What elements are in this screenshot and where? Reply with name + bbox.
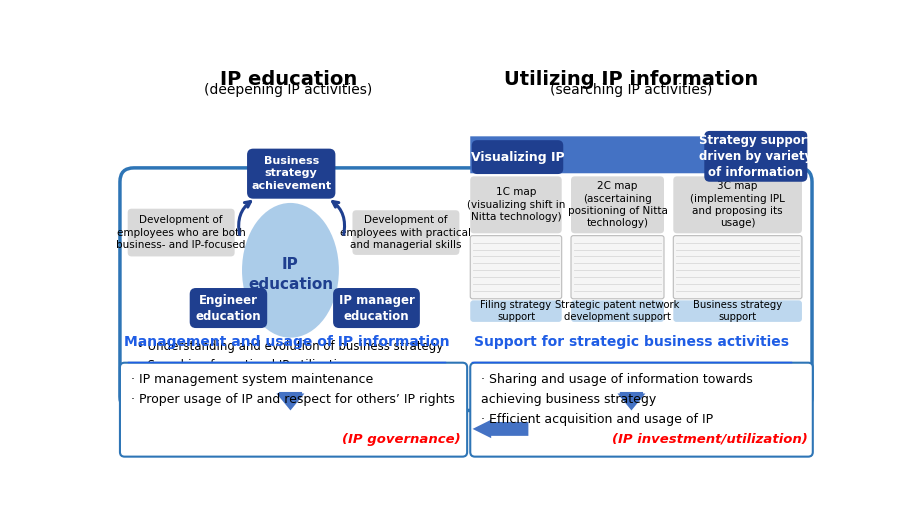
FancyBboxPatch shape	[704, 131, 807, 182]
Text: Development of
employees with practical
and managerial skills: Development of employees with practical …	[340, 215, 471, 250]
Text: Support for strategic business activities: Support for strategic business activitie…	[474, 335, 789, 349]
Text: 2C map
(ascertaining
positioning of Nitta
technology): 2C map (ascertaining positioning of Nitt…	[568, 181, 667, 228]
FancyBboxPatch shape	[333, 288, 420, 328]
Text: Management and usage of IP information: Management and usage of IP information	[124, 335, 450, 349]
FancyBboxPatch shape	[673, 236, 802, 299]
Text: Filing strategy
support: Filing strategy support	[480, 300, 551, 322]
Text: Strategic patent network
development support: Strategic patent network development sup…	[555, 300, 680, 322]
FancyBboxPatch shape	[471, 140, 563, 174]
Text: Engineer
education: Engineer education	[196, 293, 261, 322]
FancyBboxPatch shape	[571, 301, 664, 322]
FancyArrow shape	[618, 392, 645, 410]
Text: (IP governance): (IP governance)	[342, 433, 461, 446]
Text: Business
strategy
achievement: Business strategy achievement	[251, 156, 331, 191]
Text: Business strategy
support: Business strategy support	[693, 300, 783, 322]
Text: · Sharing and usage of information towards
achieving business strategy
· Efficie: · Sharing and usage of information towar…	[481, 373, 753, 426]
FancyBboxPatch shape	[127, 209, 235, 256]
FancyBboxPatch shape	[189, 288, 268, 328]
Ellipse shape	[242, 203, 339, 337]
Text: Development of
employees who are both
business- and IP-focused: Development of employees who are both bu…	[116, 215, 246, 250]
Text: Utilizing IP information: Utilizing IP information	[504, 70, 759, 89]
FancyBboxPatch shape	[352, 210, 460, 255]
Text: IP education: IP education	[219, 70, 357, 89]
FancyBboxPatch shape	[673, 301, 802, 322]
FancyArrow shape	[277, 392, 305, 410]
Text: 1C map
(visualizing shift in
Nitta technology): 1C map (visualizing shift in Nitta techn…	[467, 187, 565, 222]
Text: Visualizing IP: Visualizing IP	[470, 151, 564, 164]
FancyBboxPatch shape	[470, 236, 561, 299]
FancyBboxPatch shape	[470, 301, 561, 322]
FancyBboxPatch shape	[571, 236, 664, 299]
Text: · IP management system maintenance
· Proper usage of IP and respect for others’ : · IP management system maintenance · Pro…	[131, 373, 455, 407]
FancyArrow shape	[470, 132, 805, 178]
FancyBboxPatch shape	[120, 168, 812, 410]
FancyBboxPatch shape	[247, 149, 336, 199]
Text: Strategy support
driven by variety
of information: Strategy support driven by variety of in…	[699, 134, 812, 179]
FancyBboxPatch shape	[673, 176, 802, 233]
Text: (searching IP activities): (searching IP activities)	[551, 83, 713, 97]
FancyBboxPatch shape	[571, 176, 664, 233]
Text: (deepening IP activities): (deepening IP activities)	[204, 83, 372, 97]
Text: IP
education: IP education	[248, 257, 333, 292]
FancyArrow shape	[472, 420, 529, 438]
FancyBboxPatch shape	[470, 363, 813, 457]
Text: IP manager
education: IP manager education	[339, 293, 414, 322]
FancyBboxPatch shape	[470, 176, 561, 233]
Text: 3C map
(implementing IPL
and proposing its
usage): 3C map (implementing IPL and proposing i…	[690, 181, 785, 228]
Text: • Understanding and evolution of business strategy
• Searching for optimal IP ut: • Understanding and evolution of busines…	[137, 340, 443, 372]
Text: (IP investment/utilization): (IP investment/utilization)	[612, 433, 808, 446]
FancyBboxPatch shape	[120, 363, 467, 457]
